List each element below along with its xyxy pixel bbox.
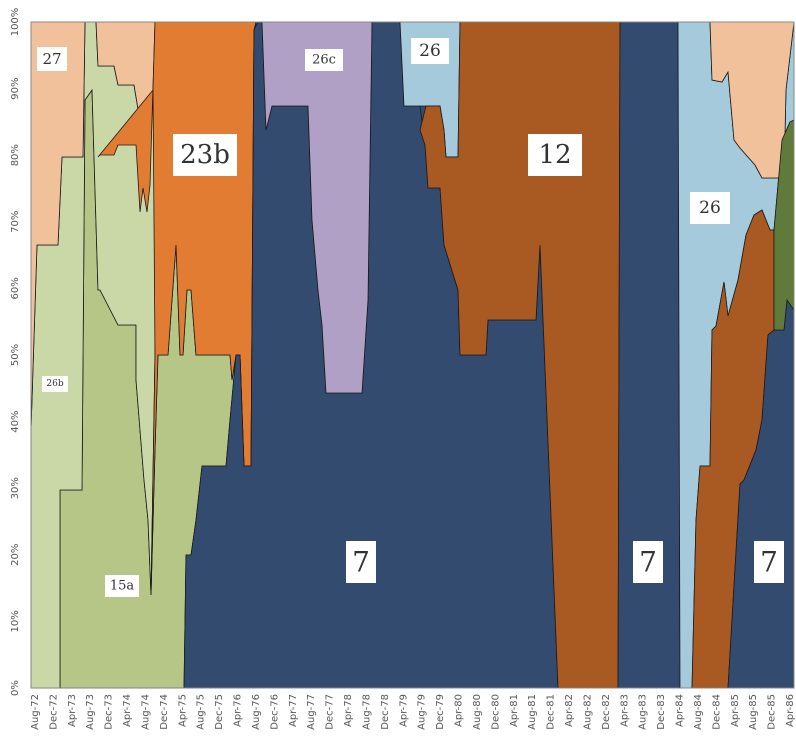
x-axis: Aug-72 Dec-72 Apr-73 Aug-73 Dec-73 Apr-74 Aug-… bbox=[30, 694, 796, 730]
y-tick-label: 60% bbox=[10, 277, 21, 299]
x-tick-label: Apr-82 bbox=[564, 694, 575, 727]
y-tick-label: 80% bbox=[10, 144, 21, 166]
area-label-box bbox=[305, 49, 343, 71]
area-7-middle bbox=[617, 21, 681, 689]
x-tick-label: Aug-75 bbox=[196, 694, 207, 730]
area-label-box bbox=[42, 376, 68, 392]
area-label-text: 23b bbox=[180, 140, 230, 170]
area-12 bbox=[419, 21, 621, 689]
x-tick-label: Apr-75 bbox=[177, 694, 188, 727]
area-label-box bbox=[346, 541, 376, 583]
y-tick-label: 0% bbox=[10, 680, 21, 696]
area-label-box bbox=[633, 541, 663, 583]
x-tick-label: Dec-73 bbox=[104, 694, 115, 730]
x-tick-label: Apr-78 bbox=[343, 694, 354, 727]
area-label-26c: 26c bbox=[305, 49, 343, 71]
x-tick-label: Aug-72 bbox=[30, 694, 41, 730]
area-labels: 27 26b 15a 23b 26c 26 12 7 7 26 7 bbox=[37, 38, 784, 597]
area-27-right bbox=[709, 21, 795, 179]
area-label-12: 12 bbox=[528, 134, 582, 176]
area-label-box bbox=[528, 134, 582, 176]
area-label-text: 7 bbox=[352, 546, 370, 579]
area-label-text: 7 bbox=[760, 546, 778, 579]
y-tick-label: 100% bbox=[10, 8, 21, 37]
x-tick-label: Aug-80 bbox=[472, 694, 483, 730]
area-26c bbox=[261, 21, 373, 394]
x-tick-label: Dec-82 bbox=[601, 694, 612, 730]
area-label-box bbox=[754, 541, 784, 583]
area-label-text: 26 bbox=[419, 41, 441, 61]
x-tick-label: Dec-77 bbox=[325, 694, 336, 730]
x-tick-label: Apr-84 bbox=[675, 694, 686, 727]
x-tick-label: Apr-80 bbox=[454, 694, 465, 727]
y-tick-label: 50% bbox=[10, 344, 21, 366]
y-tick-label: 90% bbox=[10, 77, 21, 99]
x-tick-label: Dec-81 bbox=[546, 694, 557, 730]
area-27 bbox=[30, 21, 86, 431]
y-tick-label: 10% bbox=[10, 610, 21, 632]
area-label-box bbox=[173, 134, 237, 176]
area-label-text: 12 bbox=[538, 140, 571, 170]
x-tick-label: Apr-77 bbox=[288, 694, 299, 727]
x-tick-label: Aug-81 bbox=[527, 694, 538, 730]
area-label-box bbox=[690, 192, 730, 224]
area-label-26b: 26b bbox=[42, 376, 68, 392]
x-tick-label: Aug-79 bbox=[417, 694, 428, 730]
plot-frame bbox=[30, 21, 795, 689]
x-tick-label: Dec-72 bbox=[48, 694, 59, 730]
area-label-26: 26 bbox=[690, 192, 730, 224]
x-tick-label: Apr-81 bbox=[509, 694, 520, 727]
area-label-text: 15a bbox=[110, 579, 135, 594]
x-tick-label: Dec-84 bbox=[711, 694, 722, 730]
y-tick-label: 70% bbox=[10, 211, 21, 233]
x-tick-label: Dec-83 bbox=[656, 694, 667, 730]
x-tick-label: Apr-83 bbox=[619, 694, 630, 727]
x-tick-label: Apr-85 bbox=[730, 694, 741, 727]
x-tick-label: Dec-75 bbox=[214, 694, 225, 730]
x-tick-label: Aug-73 bbox=[85, 694, 96, 730]
x-tick-label: Apr-86 bbox=[785, 694, 796, 727]
x-tick-label: Aug-74 bbox=[140, 694, 151, 730]
x-tick-label: Apr-74 bbox=[122, 694, 133, 727]
x-tick-label: Aug-82 bbox=[582, 694, 593, 730]
x-tick-label: Dec-80 bbox=[490, 694, 501, 730]
y-tick-label: 40% bbox=[10, 410, 21, 432]
area-label-23b: 23b bbox=[173, 134, 237, 176]
x-tick-label: Dec-79 bbox=[435, 694, 446, 730]
x-tick-label: Dec-76 bbox=[269, 694, 280, 730]
x-tick-label: Apr-76 bbox=[233, 694, 244, 727]
area-label-box bbox=[37, 47, 67, 71]
x-tick-label: Aug-84 bbox=[693, 694, 704, 730]
area-label-text: 7 bbox=[639, 546, 657, 579]
x-tick-label: Aug-76 bbox=[251, 694, 262, 730]
y-tick-label: 20% bbox=[10, 544, 21, 566]
x-tick-label: Aug-78 bbox=[361, 694, 372, 730]
area-label-text: 26b bbox=[46, 379, 63, 389]
area-label-box bbox=[411, 38, 449, 64]
area-label-7: 7 bbox=[346, 541, 376, 583]
area-label-7: 7 bbox=[633, 541, 663, 583]
x-tick-label: Dec-85 bbox=[767, 694, 778, 730]
area-label-text: 26c bbox=[312, 53, 336, 68]
y-tick-label: 30% bbox=[10, 477, 21, 499]
plot-area bbox=[30, 21, 795, 689]
x-tick-label: Dec-74 bbox=[159, 694, 170, 730]
area-label-26: 26 bbox=[411, 38, 449, 64]
area-label-15a: 15a bbox=[105, 575, 139, 597]
x-tick-label: Apr-73 bbox=[67, 694, 78, 727]
area-label-text: 26 bbox=[699, 198, 721, 218]
x-tick-label: Apr-79 bbox=[398, 694, 409, 727]
area-label-box bbox=[105, 575, 139, 597]
y-axis: 0% 10% 20% 30% 40% 50% 60% 70% 80% 90% 100% bbox=[10, 8, 21, 696]
area-label-text: 27 bbox=[42, 50, 61, 68]
area-label-7: 7 bbox=[754, 541, 784, 583]
x-tick-label: Dec-78 bbox=[380, 694, 391, 730]
x-tick-label: Aug-85 bbox=[748, 694, 759, 730]
area-label-27: 27 bbox=[37, 47, 67, 71]
x-tick-label: Aug-83 bbox=[638, 694, 649, 730]
x-tick-label: Aug-77 bbox=[306, 694, 317, 730]
